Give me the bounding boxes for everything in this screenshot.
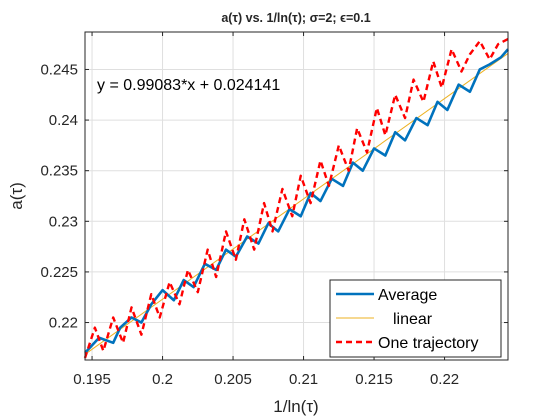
x-axis-label: 1/ln(τ): [273, 397, 318, 416]
series-line-average: [84, 48, 509, 354]
series-group: [83, 38, 509, 359]
tick-labels: 0.195 0.2 0.205 0.21 0.215 0.22 0.22 0.225 0.23 0…: [40, 61, 459, 388]
legend-label-average: Average: [378, 287, 437, 304]
y-tick-label: 0.24: [49, 112, 78, 129]
y-tick-label: 0.245: [40, 61, 78, 78]
axes-frame: [84, 31, 509, 361]
legend-label-one-trajectory: One trajectory: [378, 335, 478, 352]
series-line-one-trajectory: [83, 38, 509, 359]
x-tick-label: 0.22: [430, 371, 459, 388]
x-tick-label: 0.205: [214, 371, 252, 388]
y-tick-label: 0.235: [40, 163, 78, 180]
y-tick-label: 0.225: [40, 264, 78, 281]
x-tick-label: 0.21: [289, 371, 318, 388]
axis-ticks: [85, 32, 508, 360]
x-tick-label: 0.195: [73, 371, 111, 388]
y-tick-label: 0.23: [49, 213, 78, 230]
x-tick-label: 0.215: [355, 371, 393, 388]
y-tick-label: 0.22: [49, 315, 78, 332]
x-tick-label: 0.2: [152, 371, 173, 388]
chart-title: a(τ) vs. 1/ln(τ); σ=2; ϵ=0.1: [221, 11, 370, 25]
legend: Average linear One trajectory: [329, 279, 502, 358]
fit-equation-annotation: y = 0.99083*x + 0.024141: [97, 77, 280, 94]
y-axis-label: a(τ): [7, 182, 26, 210]
legend-label-linear: linear: [393, 311, 433, 328]
